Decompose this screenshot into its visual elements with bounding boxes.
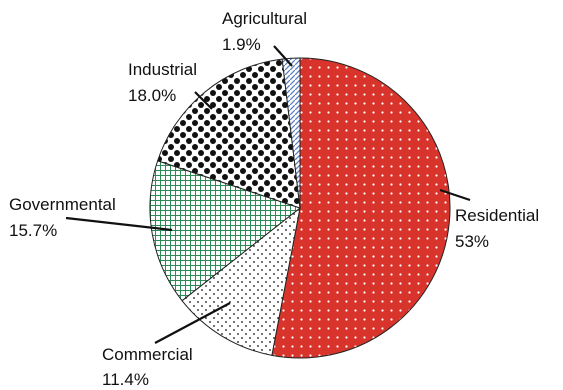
leader-line-agricultural	[273, 45, 293, 67]
slice-value-commercial: 11.4%	[102, 370, 149, 389]
leader-line-residential	[439, 188, 471, 202]
leader-line-commercial	[154, 302, 231, 344]
slice-label-residential: Residential	[455, 206, 539, 225]
slice-label-commercial: Commercial	[102, 345, 193, 364]
slice-value-governmental: 15.7%	[9, 221, 57, 240]
pie-slices	[149, 57, 451, 359]
pie-slice-agricultural	[281, 57, 301, 209]
leader-line-governmental	[65, 216, 173, 232]
pie-slice-commercial	[181, 206, 301, 356]
slice-label-governmental: Governmental	[9, 195, 116, 214]
slice-value-industrial: 18.0%	[128, 86, 176, 105]
pie-slice-industrial	[157, 58, 301, 209]
slice-value-residential: 53%	[455, 232, 489, 251]
leader-lines	[65, 45, 471, 344]
slice-labels: Residential 53% Commercial 11.4% Governmenta…	[9, 9, 539, 389]
leader-line-industrial	[194, 91, 213, 110]
slice-label-industrial: Industrial	[128, 60, 197, 79]
slice-label-agricultural: Agricultural	[222, 9, 307, 28]
slice-value-agricultural: 1.9%	[222, 35, 261, 54]
pie-slice-residential	[271, 57, 451, 359]
